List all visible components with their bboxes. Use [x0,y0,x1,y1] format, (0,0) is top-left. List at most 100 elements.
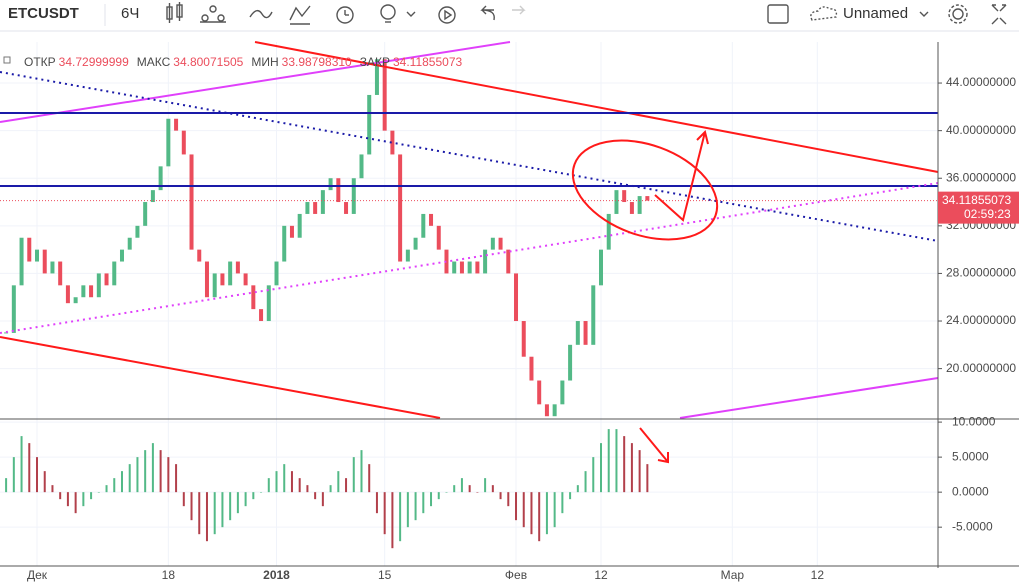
candle [58,261,63,286]
candle [444,249,449,274]
histogram-bar [352,457,355,493]
replay-icon[interactable] [438,6,456,24]
candle [398,154,403,262]
histogram-bar [159,450,162,493]
histogram-bar [298,478,301,493]
idea-icon[interactable] [380,4,396,23]
ohlc-legend: ОТКР 34.72999999 МАКС 34.80071505 МИН 33.9879… [3,55,462,69]
candle [259,309,264,322]
x-tick-label: Дек [27,568,48,582]
y-tick-label: 44.00000000 [946,75,1016,89]
fullscreen-box-icon[interactable] [767,4,789,24]
last-price-label: 34.11855073 [942,193,1012,207]
legend-label: ОТКР [24,55,56,69]
interval[interactable]: 6Ч [121,5,139,22]
candle [143,202,148,226]
histogram-bar [406,492,409,528]
candle [583,321,588,345]
candle [11,285,16,333]
histogram-bar [151,443,154,493]
maximize-icon[interactable] [991,4,1007,25]
histogram-bar [59,492,62,500]
legend-toggle[interactable] [3,56,11,64]
arrow [639,427,669,464]
histogram-bar [198,492,201,535]
histogram-bar [638,450,641,493]
candle [119,249,124,262]
histogram-bar [306,485,309,493]
candle [35,249,40,262]
candle [568,344,573,381]
histogram-bar [615,429,618,493]
candle [158,166,163,191]
histogram-bar [20,436,23,493]
histogram-bar [167,457,170,493]
candle [490,237,495,250]
candle [421,213,426,238]
histogram-bar [74,492,77,514]
compare-icon[interactable] [289,5,311,25]
candle [181,130,186,155]
histogram-bar [646,464,649,493]
layout-dropdown[interactable] [919,11,929,17]
alert-icon[interactable] [336,6,354,24]
indicators-icon[interactable] [200,5,226,23]
axes: 44.0000000040.0000000036.0000000032.0000… [27,75,1019,582]
settings-icon[interactable] [948,4,968,24]
candle [575,321,580,345]
candle [606,213,611,250]
last-price-tag [938,191,1019,224]
cloud-icon[interactable] [810,6,838,21]
candle [204,261,209,298]
histogram-bar [190,492,193,521]
histogram-bar [314,492,317,500]
line-tool-icon[interactable] [249,9,273,19]
histogram-bar [600,443,603,493]
histogram-bar [530,492,533,535]
y-tick-label: 0.0000 [952,484,989,498]
histogram-bar [221,492,224,528]
candle [212,273,217,298]
candle [235,261,240,274]
histogram-bar [538,492,541,542]
legend-value: 34.72999999 [59,55,129,69]
dropdown-icon[interactable] [406,11,416,17]
histogram-bar [422,492,425,514]
candle [189,154,194,250]
histogram-bar [630,443,633,493]
candle [514,273,519,322]
histogram-bar [607,429,610,493]
candle [274,261,279,286]
drawings [0,41,939,464]
legend-label: МАКС [137,55,171,69]
x-tick-label: 15 [378,568,392,582]
candle [498,237,503,250]
layout-name[interactable]: Unnamed [843,5,908,22]
candle [27,237,32,262]
histogram-bar [468,485,471,493]
candle-type-icon[interactable] [166,2,183,23]
histogram-bar [144,450,147,493]
histogram-bar [623,436,626,493]
y-tick-label: 5.0000 [952,449,989,463]
redo-icon[interactable] [512,5,526,15]
histogram-bar [414,492,417,521]
undo-icon[interactable] [480,5,495,21]
symbol[interactable]: ETCUSDT [8,5,79,22]
countdown: 02:59:23 [964,207,1011,221]
histogram-bar [128,464,131,493]
histogram-bar [97,492,100,493]
candle [367,94,372,155]
candle [197,249,202,262]
histogram-bar [329,485,332,493]
histogram-bar [476,492,479,493]
histogram-bar [375,492,378,514]
candle [629,202,634,214]
dotted-trendline [0,182,939,334]
legend-value: 33.98798310 [282,55,352,69]
candle [297,213,302,238]
candle [591,285,596,345]
histogram-bar [491,485,494,493]
histogram-bar [391,492,394,549]
histogram-bar [399,492,402,542]
